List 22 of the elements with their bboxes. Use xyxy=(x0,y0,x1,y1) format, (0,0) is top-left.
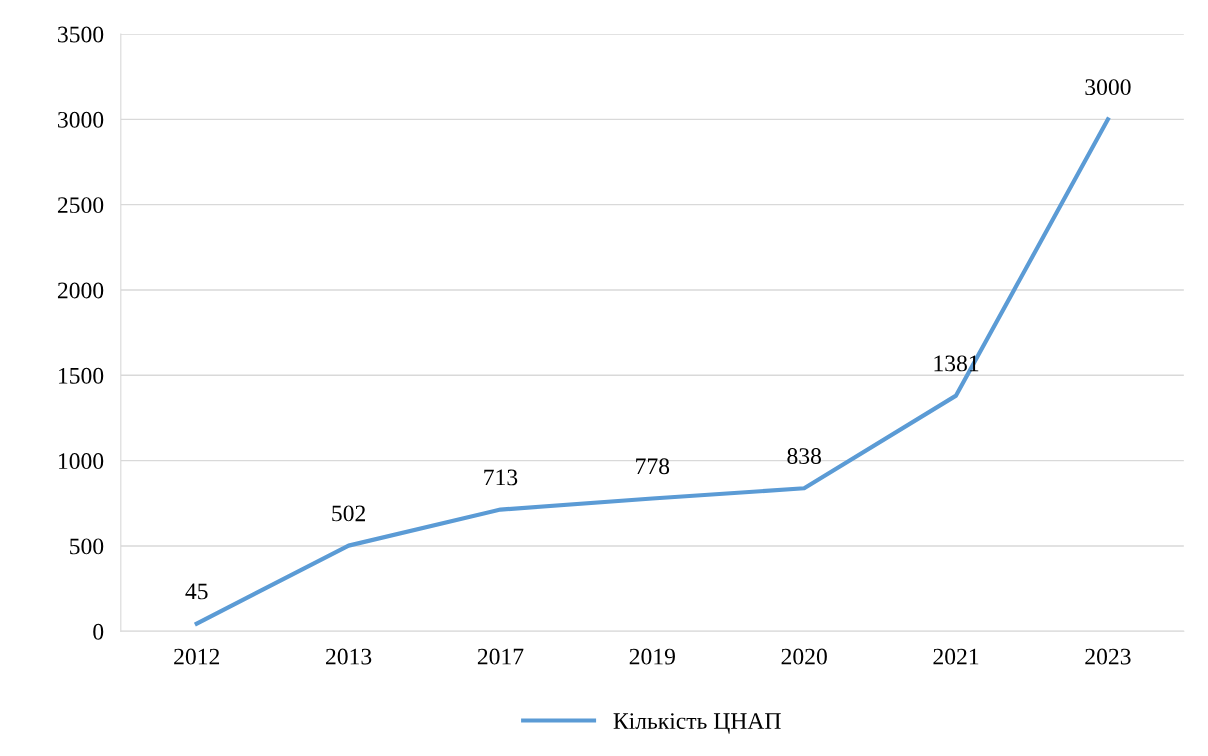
y-tick-label: 1000 xyxy=(58,453,104,470)
x-tick-label: 2021 xyxy=(933,648,979,665)
x-tick-label: 2023 xyxy=(1085,648,1131,665)
x-tick-label: 2013 xyxy=(326,648,372,665)
x-tick-label: 2020 xyxy=(781,648,827,665)
y-tick-label: 2500 xyxy=(57,197,104,214)
x-tick-label: 2019 xyxy=(629,648,675,665)
y-tick-label: 0 xyxy=(93,623,104,640)
data-label: 502 xyxy=(332,505,365,522)
data-label: 838 xyxy=(787,448,821,465)
data-label: 45 xyxy=(185,583,208,600)
y-tick-label: 1500 xyxy=(58,367,104,384)
x-tick-label: 2012 xyxy=(174,648,220,665)
data-label: 778 xyxy=(636,458,670,475)
data-label: 713 xyxy=(484,469,518,486)
y-tick-label: 500 xyxy=(70,538,104,555)
data-label: 3000 xyxy=(1085,79,1131,96)
legend-label: Кількість ЦНАП xyxy=(613,713,781,734)
y-tick-label: 2000 xyxy=(57,282,104,299)
y-tick-label: 3500 xyxy=(58,26,104,43)
y-tick-label: 3000 xyxy=(58,111,104,128)
x-tick-label: 2017 xyxy=(477,648,524,665)
